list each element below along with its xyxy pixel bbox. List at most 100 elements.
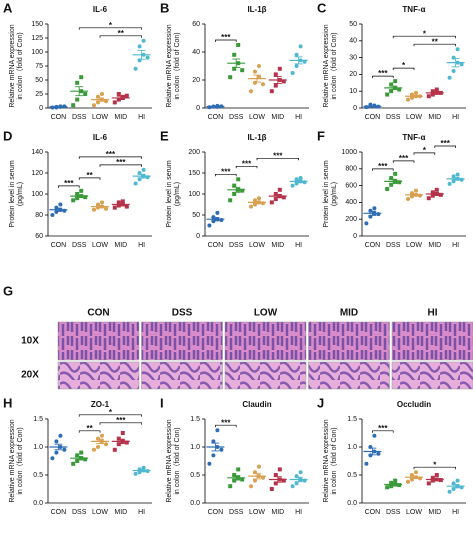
data-point (215, 428, 220, 433)
data-point (100, 92, 104, 96)
x-tick-label: LOW (92, 509, 108, 516)
data-point (257, 64, 261, 68)
data-point (145, 55, 150, 60)
data-point (58, 202, 63, 207)
data-point (261, 82, 265, 87)
data-point (116, 442, 121, 447)
data-point (389, 182, 394, 187)
y-tick-label: 80 (35, 212, 43, 219)
data-point (451, 55, 456, 60)
data-point (116, 200, 121, 205)
x-tick-label: MID (428, 114, 441, 121)
tissue-image-10x (308, 321, 390, 361)
column-label: MID (340, 308, 358, 319)
data-point (75, 196, 80, 201)
data-point (54, 450, 59, 455)
y-tick-label: 20 (192, 77, 200, 84)
significance-bracket (99, 35, 142, 38)
data-point (92, 103, 96, 108)
tissue-image-20x (57, 361, 140, 390)
data-point (96, 436, 100, 441)
error-bar (294, 56, 303, 65)
significance-label: ** (86, 424, 93, 433)
error-bar (54, 105, 63, 108)
x-tick-label: MID (271, 242, 284, 249)
data-point (219, 447, 224, 452)
data-point (120, 199, 125, 204)
y-axis-label: Protein level in serum (323, 160, 330, 227)
data-point (385, 92, 390, 97)
y-tick-label: 100 (31, 191, 43, 198)
y-tick-label: 0.0 (190, 500, 200, 507)
data-point (397, 87, 402, 92)
data-point (261, 475, 265, 480)
x-tick-label: CON (51, 114, 67, 121)
data-point (406, 479, 410, 484)
data-point (269, 200, 274, 205)
chart-title: IL-6 (93, 5, 108, 14)
y-axis-label: Relative mRNA expression (323, 24, 330, 107)
x-tick-label: HI (452, 509, 459, 516)
data-point (290, 183, 295, 188)
row-label: 20X (21, 370, 39, 381)
panel-letter: F (317, 128, 325, 143)
data-point (273, 481, 278, 486)
significance-bracket (215, 424, 237, 428)
data-point (253, 69, 257, 74)
significance-bracket (372, 168, 394, 171)
x-tick-label: CON (51, 509, 67, 516)
error-bar (410, 193, 418, 197)
x-tick-label: MID (271, 509, 284, 516)
x-tick-label: DSS (229, 509, 244, 516)
data-point (364, 221, 369, 226)
significance-label: ** (432, 37, 439, 46)
tissue-image-20x (141, 361, 223, 390)
significance-bracket (413, 466, 456, 470)
data-point (451, 69, 456, 74)
data-point (249, 204, 253, 209)
data-point (298, 176, 303, 181)
error-bar (232, 186, 241, 193)
error-bar (116, 202, 125, 207)
significance-bracket (78, 27, 142, 30)
significance-label: * (109, 408, 113, 417)
data-point (389, 89, 394, 94)
data-point (79, 450, 84, 455)
data-point (294, 481, 299, 486)
y-tick-label: 150 (188, 170, 200, 177)
y-axis-label: in colon（fold of Con) (173, 427, 181, 494)
significance-bracket (392, 67, 415, 71)
data-point (393, 171, 398, 176)
data-point (294, 64, 299, 68)
error-bar (253, 74, 261, 83)
x-tick-label: MID (428, 242, 441, 249)
significance-bracket (392, 160, 415, 163)
error-bar (368, 105, 377, 108)
column-label: DSS (172, 308, 193, 319)
x-tick-label: HI (452, 114, 459, 121)
data-point (232, 473, 237, 477)
panel-letter: G (3, 283, 13, 298)
y-tick-label: 0 (353, 233, 357, 240)
data-point (133, 181, 138, 186)
error-bar (211, 105, 220, 108)
data-point (447, 181, 452, 186)
x-tick-label: LOW (249, 509, 265, 516)
data-point (141, 38, 146, 43)
data-point (92, 447, 96, 452)
data-point (257, 464, 261, 469)
error-bar (389, 178, 398, 184)
panel-letter: A (3, 0, 13, 15)
data-point (294, 177, 299, 182)
y-tick-label: 200 (188, 149, 200, 156)
y-tick-label: 60 (192, 21, 200, 28)
y-axis-label: (pg/mL) (331, 182, 338, 206)
x-tick-label: DSS (229, 114, 244, 121)
data-point (236, 467, 241, 472)
panel-letter: B (160, 0, 169, 15)
y-axis-label: Protein level in serum (166, 160, 173, 227)
y-tick-label: 600 (345, 182, 357, 189)
panel-letter: H (3, 395, 12, 410)
data-point (426, 94, 431, 99)
